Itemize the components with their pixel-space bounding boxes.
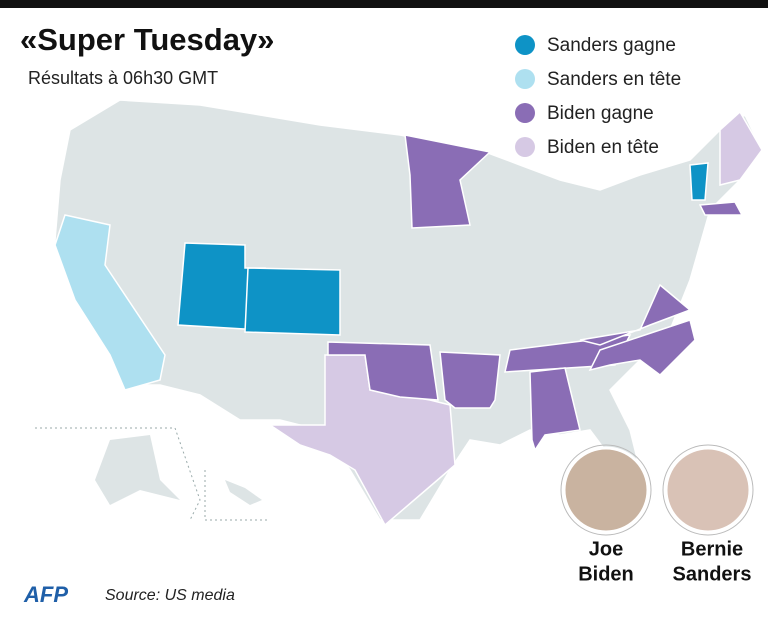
state-california: [54, 214, 166, 391]
candidate-first: Joe: [589, 538, 623, 560]
state-alabama: [529, 367, 581, 452]
top-bar: [0, 0, 768, 8]
photo-sanders: [664, 446, 752, 534]
legend-swatch: [515, 137, 535, 157]
legend-label: Sanders en tête: [547, 69, 681, 90]
legend-label: Biden gagne: [547, 103, 654, 124]
state-arkansas: [439, 351, 501, 409]
legend-swatch: [515, 69, 535, 89]
photo-biden: [562, 446, 650, 534]
photo-ring: [662, 444, 754, 536]
candidate-last: Biden: [578, 563, 634, 585]
alaska-frame: [35, 427, 201, 521]
state-north-carolina: [588, 319, 696, 376]
state-maine: [719, 110, 763, 186]
legend-swatch: [515, 35, 535, 55]
photo-ring: [560, 444, 652, 536]
alaska: [95, 435, 180, 505]
state-colorado: [244, 267, 341, 336]
title: «Super Tuesday»: [20, 22, 274, 57]
candidate-first: Bernie: [681, 538, 743, 560]
legend-label: Biden en tête: [547, 137, 659, 158]
state-virginia: [579, 283, 692, 346]
state-oklahoma: [327, 341, 439, 401]
hawaii-frame: [204, 470, 270, 521]
source: Source: US media: [105, 587, 235, 604]
legend: Sanders gagne Sanders en tête Biden gagne B…: [515, 35, 681, 158]
us-map: [35, 99, 763, 527]
us-base: [54, 99, 763, 521]
state-minnesota: [404, 134, 492, 229]
state-vermont: [689, 162, 709, 201]
subtitle: Résultats à 06h30 GMT: [28, 68, 218, 88]
logo: AFP: [23, 582, 68, 607]
legend-swatch: [515, 103, 535, 123]
legend-label: Sanders gagne: [547, 35, 676, 56]
state-massachusetts: [698, 201, 744, 216]
candidate-photos: [560, 444, 754, 536]
candidate-last: Sanders: [673, 563, 752, 585]
hawaii: [225, 480, 262, 505]
